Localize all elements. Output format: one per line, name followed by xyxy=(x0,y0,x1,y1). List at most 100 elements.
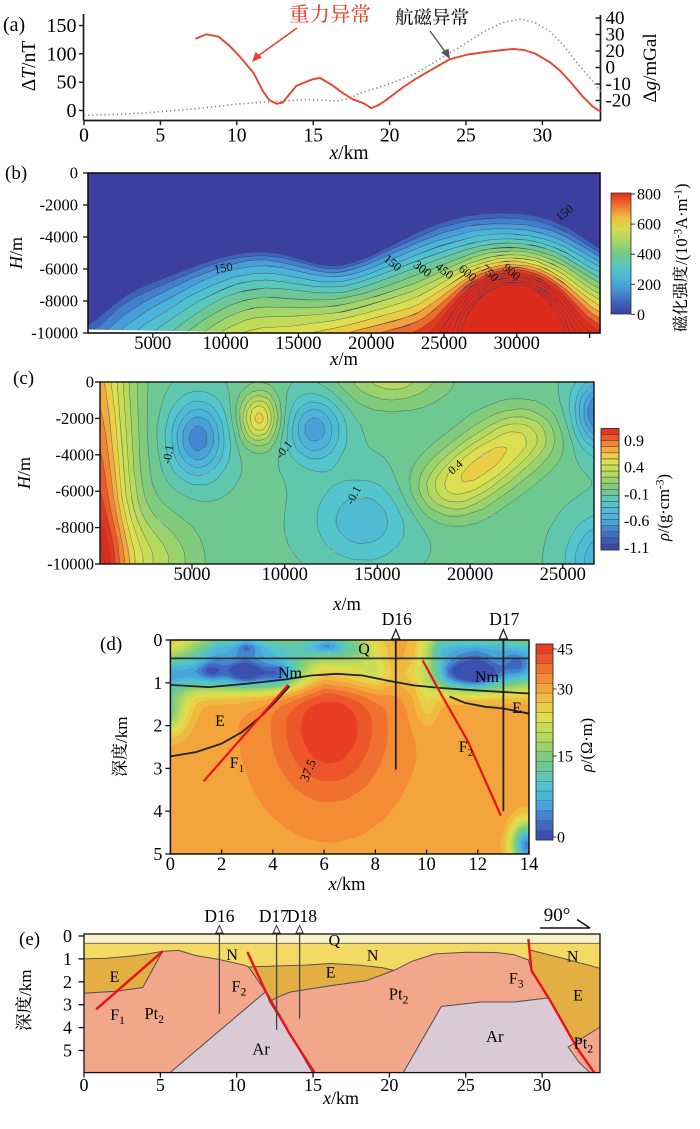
svg-text:/km: /km xyxy=(16,970,35,996)
svg-text:5000: 5000 xyxy=(174,565,211,585)
svg-text:4: 4 xyxy=(153,801,162,821)
svg-text:0: 0 xyxy=(86,373,94,392)
svg-text:30000: 30000 xyxy=(494,334,540,354)
svg-text:H/m: H/m xyxy=(6,237,26,270)
svg-text:Nm: Nm xyxy=(278,665,303,682)
svg-text:-0.1: -0.1 xyxy=(160,444,177,465)
svg-text:-10000: -10000 xyxy=(47,555,94,574)
svg-text:25: 25 xyxy=(456,126,476,147)
svg-text:50: 50 xyxy=(57,72,77,94)
svg-text:0: 0 xyxy=(79,126,89,147)
svg-text:-2000: -2000 xyxy=(40,196,79,215)
svg-text:(e): (e) xyxy=(19,929,40,950)
svg-text:15000: 15000 xyxy=(275,334,321,354)
svg-text:(c): (c) xyxy=(13,368,34,389)
svg-text:0: 0 xyxy=(606,58,616,79)
svg-text:E: E xyxy=(573,988,583,1005)
svg-text:E: E xyxy=(512,700,522,717)
svg-text:0: 0 xyxy=(63,926,72,946)
svg-text:30: 30 xyxy=(606,25,625,46)
svg-text:Nm: Nm xyxy=(475,669,500,686)
svg-text:-4000: -4000 xyxy=(40,228,79,247)
svg-text:8: 8 xyxy=(371,855,380,875)
svg-text:800: 800 xyxy=(637,187,661,204)
svg-text:30: 30 xyxy=(533,1075,551,1095)
svg-text:10: 10 xyxy=(417,855,436,875)
svg-text:-0.1: -0.1 xyxy=(624,486,649,503)
svg-text:E: E xyxy=(326,965,336,982)
svg-text:x/m: x/m xyxy=(332,595,361,615)
svg-text:5000: 5000 xyxy=(134,334,171,354)
svg-text:-8000: -8000 xyxy=(40,292,79,311)
svg-text:20000: 20000 xyxy=(348,334,394,354)
svg-text:25000: 25000 xyxy=(540,565,586,585)
svg-text:0: 0 xyxy=(166,855,175,875)
svg-text:15: 15 xyxy=(303,126,323,147)
svg-text:10000: 10000 xyxy=(202,334,248,354)
svg-text:D17: D17 xyxy=(489,609,519,629)
svg-text:15: 15 xyxy=(557,749,573,766)
svg-text:6: 6 xyxy=(319,855,328,875)
svg-text:0.9: 0.9 xyxy=(624,433,644,450)
svg-text:0.4: 0.4 xyxy=(624,460,644,477)
svg-text:H/m: H/m xyxy=(14,457,34,490)
svg-text:40: 40 xyxy=(606,8,625,29)
svg-text:30: 30 xyxy=(557,682,573,699)
svg-text:4: 4 xyxy=(268,855,277,875)
svg-text:12: 12 xyxy=(469,855,488,875)
svg-text:5: 5 xyxy=(156,126,166,147)
svg-text:200: 200 xyxy=(637,277,661,294)
svg-text:-10000: -10000 xyxy=(31,324,78,343)
svg-text:Ar: Ar xyxy=(486,1027,504,1046)
svg-text:N: N xyxy=(226,947,238,964)
svg-text:-6000: -6000 xyxy=(56,482,95,501)
svg-text:x/km: x/km xyxy=(329,143,369,164)
svg-text:(b): (b) xyxy=(5,163,27,184)
svg-text:20: 20 xyxy=(380,1075,398,1095)
svg-text:5: 5 xyxy=(63,1041,72,1061)
svg-text:x/m: x/m xyxy=(329,350,358,370)
svg-text:-2000: -2000 xyxy=(56,409,95,428)
svg-text:Δg/mGal: Δg/mGal xyxy=(640,33,661,102)
svg-text:10: 10 xyxy=(228,1075,246,1095)
svg-text:/km: /km xyxy=(112,717,131,743)
svg-text:3: 3 xyxy=(153,758,162,778)
svg-text:3: 3 xyxy=(63,995,72,1015)
svg-text:20: 20 xyxy=(380,126,400,147)
svg-text:ρ/(g·cm-3): ρ/(g·cm-3) xyxy=(654,474,673,542)
svg-text:25000: 25000 xyxy=(421,334,467,354)
svg-text:4: 4 xyxy=(63,1018,72,1038)
svg-text:0: 0 xyxy=(557,830,565,847)
svg-text:(d): (d) xyxy=(100,634,122,655)
svg-text:14: 14 xyxy=(520,855,539,875)
svg-text:-1.1: -1.1 xyxy=(624,540,649,557)
svg-text:-10: -10 xyxy=(606,74,631,95)
svg-text:0: 0 xyxy=(637,307,645,324)
svg-text:30: 30 xyxy=(533,126,553,147)
svg-text:600: 600 xyxy=(637,217,661,234)
svg-text:D16: D16 xyxy=(382,609,412,629)
svg-text:(a): (a) xyxy=(3,14,25,36)
svg-text:0: 0 xyxy=(67,100,77,122)
svg-text:x/km: x/km xyxy=(328,875,367,895)
svg-text:15: 15 xyxy=(304,1075,322,1095)
svg-text:10000: 10000 xyxy=(262,565,308,585)
svg-text:-4000: -4000 xyxy=(56,445,95,464)
svg-text:Q: Q xyxy=(358,641,370,658)
svg-text:D17: D17 xyxy=(259,906,289,926)
svg-text:Ar: Ar xyxy=(252,1039,270,1058)
svg-text:-8000: -8000 xyxy=(56,518,95,537)
svg-text:90°: 90° xyxy=(544,905,571,926)
svg-text:0: 0 xyxy=(153,630,162,650)
svg-text:N: N xyxy=(367,947,379,964)
svg-text:15000: 15000 xyxy=(354,565,400,585)
svg-text:5: 5 xyxy=(153,844,162,864)
svg-text:5: 5 xyxy=(156,1075,165,1095)
svg-text:150: 150 xyxy=(213,260,234,277)
svg-text:2: 2 xyxy=(217,855,226,875)
svg-text:10: 10 xyxy=(227,126,247,147)
svg-text:-0.6: -0.6 xyxy=(624,513,649,530)
svg-text:0: 0 xyxy=(70,164,78,183)
svg-text:0: 0 xyxy=(80,1075,89,1095)
svg-text:ρ/(Ω·m): ρ/(Ω·m) xyxy=(577,718,596,773)
